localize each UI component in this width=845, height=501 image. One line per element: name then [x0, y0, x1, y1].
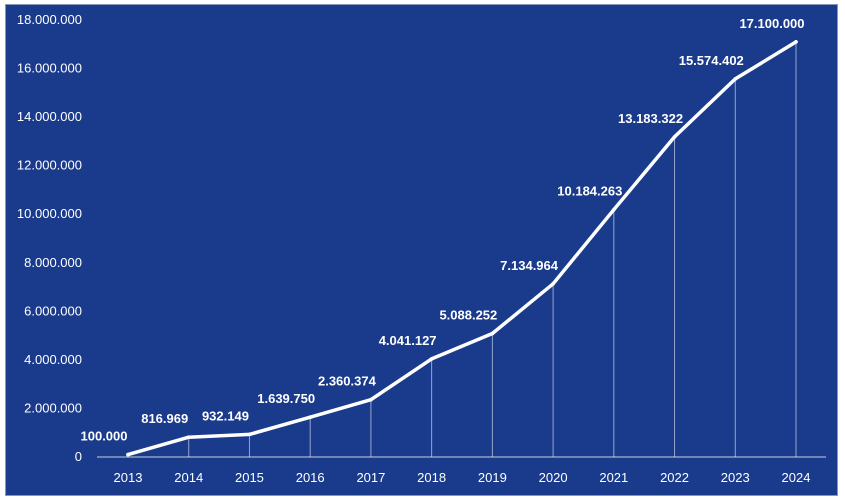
- data-point: [733, 77, 738, 81]
- y-tick-label: 12.000.000: [17, 158, 82, 173]
- x-tick-label: 2016: [296, 470, 325, 485]
- y-tick-label: 4.000.000: [24, 352, 82, 367]
- data-point: [126, 452, 130, 457]
- data-label: 5.088.252: [439, 307, 497, 322]
- x-tick-label: 2014: [174, 470, 203, 485]
- x-tick-label: 2013: [114, 470, 143, 485]
- data-label: 932.149: [202, 408, 249, 423]
- y-tick-label: 8.000.000: [24, 255, 82, 270]
- data-label: 1.639.750: [257, 391, 315, 406]
- chart-frame: [5, 4, 838, 496]
- data-point: [186, 435, 191, 439]
- data-point: [490, 331, 495, 336]
- data-label: 100.000: [81, 429, 128, 444]
- x-tick-label: 2023: [721, 470, 750, 485]
- data-label: 17.100.000: [739, 16, 804, 31]
- x-tick-label: 2015: [235, 470, 264, 485]
- data-point: [308, 415, 312, 419]
- x-tick-label: 2017: [356, 470, 385, 485]
- data-label: 15.574.402: [679, 53, 744, 68]
- data-label: 816.969: [141, 411, 188, 426]
- y-tick-label: 14.000.000: [17, 109, 82, 124]
- data-point: [247, 432, 252, 437]
- x-tick-label: 2018: [417, 470, 446, 485]
- data-point: [672, 135, 677, 139]
- data-label: 2.360.374: [318, 374, 377, 389]
- series-line: [126, 40, 798, 457]
- y-tick-label: 2.000.000: [24, 400, 82, 415]
- y-tick-label: 6.000.000: [24, 303, 82, 318]
- data-label: 7.134.964: [500, 258, 559, 273]
- data-point: [369, 397, 373, 402]
- x-tick-label: 2020: [539, 470, 568, 485]
- x-tick-label: 2021: [599, 470, 628, 485]
- y-tick-label: 10.000.000: [17, 206, 82, 221]
- y-tick-label: 16.000.000: [17, 61, 82, 76]
- data-label: 13.183.322: [618, 111, 683, 126]
- y-tick-label: 0: [75, 449, 82, 464]
- y-tick-label: 18.000.000: [17, 12, 82, 27]
- x-tick-label: 2024: [782, 470, 811, 485]
- data-point: [429, 357, 434, 361]
- data-label: 10.184.263: [557, 184, 622, 199]
- x-tick-label: 2022: [660, 470, 689, 485]
- data-point: [612, 207, 616, 212]
- data-point: [794, 40, 798, 44]
- data-label: 4.041.127: [379, 333, 437, 348]
- data-point: [551, 281, 555, 286]
- x-tick-label: 2019: [478, 470, 507, 485]
